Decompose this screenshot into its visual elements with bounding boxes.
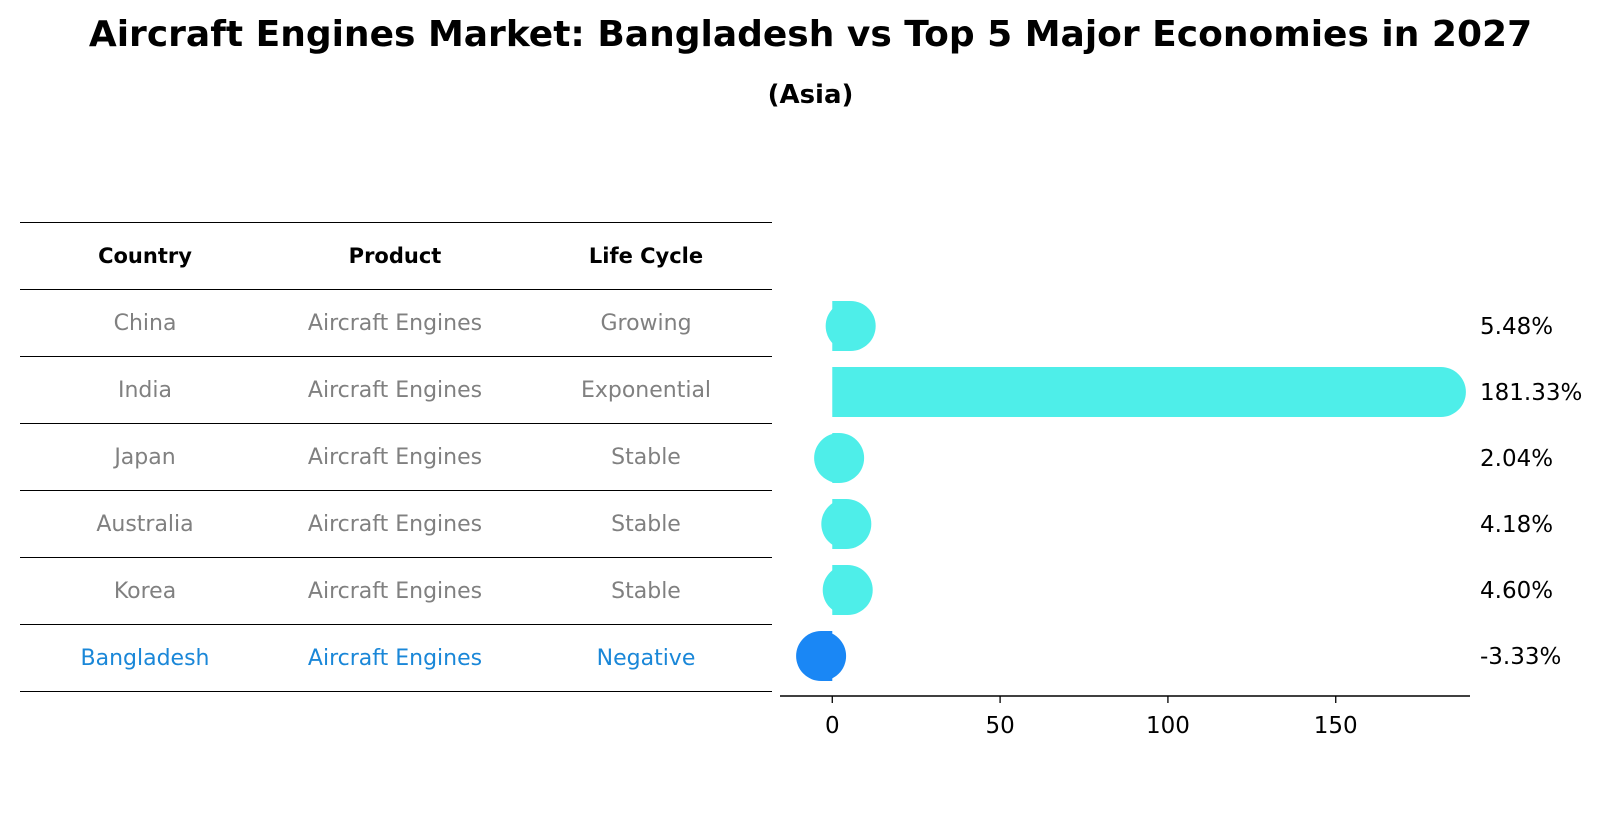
bar-chart: 5.48% 181.33% 2.04% 4.18% 4.60% -3.33% 0 50 100 1… (780, 301, 1582, 739)
cell-product: Aircraft Engines (307, 377, 483, 403)
table-row: Japan Aircraft Engines Stable (20, 423, 772, 490)
header-life-cycle: Life Cycle (588, 244, 704, 268)
cell-country: Japan (114, 444, 176, 470)
cell-product: Aircraft Engines (307, 444, 483, 470)
cell-country: China (113, 310, 177, 336)
x-tick-label: 100 (1146, 713, 1190, 739)
value-label-china: 5.48% (1480, 314, 1553, 340)
cell-product: Aircraft Engines (307, 645, 483, 671)
value-label-korea: 4.60% (1480, 578, 1553, 604)
table-header-row: Country Product Life Cycle (20, 222, 772, 289)
bar-cap-korea (822, 565, 873, 615)
value-label-bangladesh: -3.33% (1480, 644, 1561, 670)
cell-country: India (118, 377, 172, 403)
table-row: Australia Aircraft Engines Stable (20, 490, 772, 557)
table-row: China Aircraft Engines Growing (20, 289, 772, 356)
cell-life-cycle: Stable (611, 578, 681, 604)
cell-life-cycle: Negative (596, 645, 696, 671)
value-label-australia: 4.18% (1480, 512, 1553, 538)
cell-product: Aircraft Engines (307, 310, 483, 336)
data-table: Country Product Life Cycle China Aircraf… (20, 222, 772, 692)
chart-title: Aircraft Engines Market: Bangladesh vs T… (88, 14, 1533, 55)
cell-life-cycle: Stable (611, 444, 681, 470)
cell-country: Bangladesh (80, 645, 210, 671)
value-label-japan: 2.04% (1480, 446, 1553, 472)
bar-cap-india (1415, 367, 1466, 417)
cell-product: Aircraft Engines (307, 511, 483, 537)
x-tick-label: 50 (985, 713, 1014, 739)
cell-life-cycle: Growing (600, 310, 692, 336)
table-row: Korea Aircraft Engines Stable (20, 557, 772, 624)
header-product: Product (348, 244, 442, 268)
cell-life-cycle: Exponential (580, 377, 712, 403)
bar-cap-australia (821, 499, 872, 549)
bar-india (832, 367, 1441, 417)
chart-subtitle: (Asia) (767, 80, 854, 110)
bar-cap-china (825, 301, 876, 351)
x-tick-label: 150 (1314, 713, 1358, 739)
table-row: India Aircraft Engines Exponential (20, 356, 772, 423)
cell-product: Aircraft Engines (307, 578, 483, 604)
table-row-highlight: Bangladesh Aircraft Engines Negative (20, 624, 772, 692)
header-country: Country (98, 244, 192, 268)
value-label-india: 181.33% (1480, 380, 1582, 406)
cell-life-cycle: Stable (611, 511, 681, 537)
cell-country: Australia (96, 511, 194, 537)
bar-cap-japan (814, 433, 865, 483)
bar-cap-bangladesh (796, 631, 847, 681)
cell-country: Korea (113, 578, 177, 604)
x-tick-label: 0 (825, 713, 840, 739)
